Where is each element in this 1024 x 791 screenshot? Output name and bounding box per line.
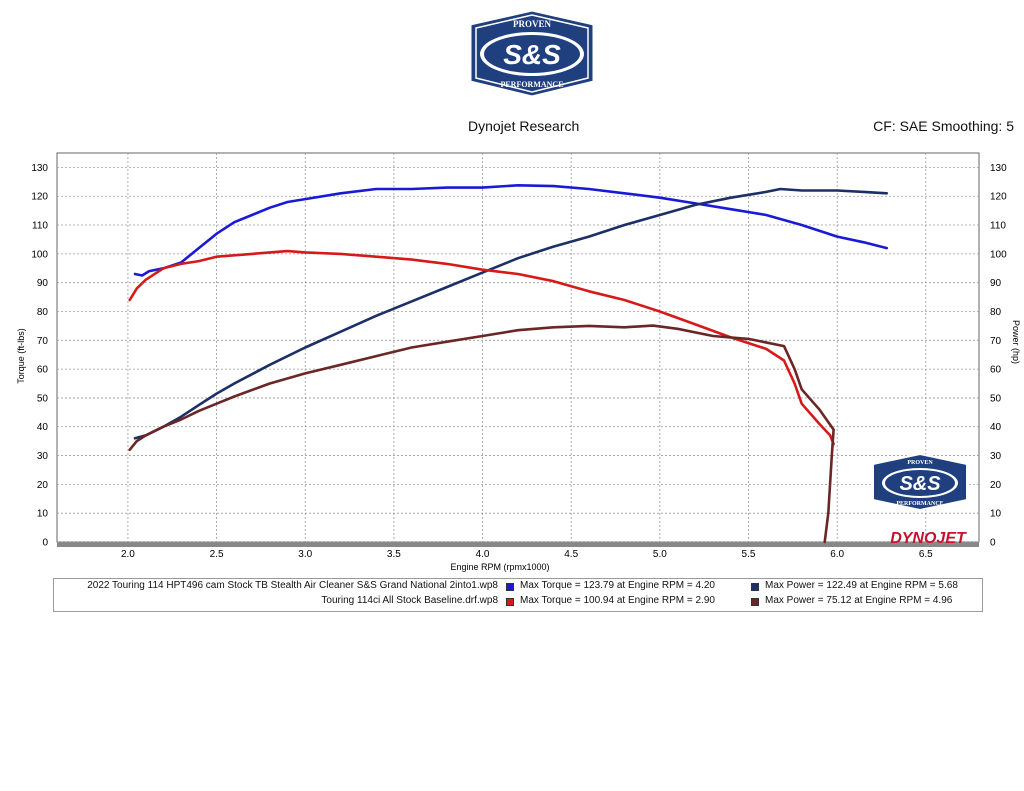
y-tick-label: 40 bbox=[37, 422, 49, 433]
logo-top-text: PROVEN bbox=[513, 19, 552, 29]
legend-run-name: Touring 114ci All Stock Baseline.drf.wp8 bbox=[321, 595, 498, 606]
legend-power-text: Max Power = 122.49 at Engine RPM = 5.68 bbox=[765, 580, 958, 591]
legend: 2022 Touring 114 HPT496 cam Stock TB Ste… bbox=[53, 578, 983, 612]
y-tick-label: 20 bbox=[37, 480, 49, 491]
y-tick-label: 100 bbox=[31, 249, 48, 260]
y-right-tick-label: 120 bbox=[990, 192, 1007, 203]
y-tick-label: 120 bbox=[31, 192, 48, 203]
legend-row-2: Touring 114ci All Stock Baseline.drf.wp8… bbox=[54, 594, 982, 610]
ss-watermark-logo: PROVEN S&S PERFORMANCE bbox=[872, 452, 968, 512]
legend-row-1: 2022 Touring 114 HPT496 cam Stock TB Ste… bbox=[54, 579, 982, 595]
y-right-tick-label: 110 bbox=[990, 221, 1006, 232]
watermark-bottom-text: PERFORMANCE bbox=[896, 501, 943, 507]
y-tick-label: 130 bbox=[31, 163, 48, 174]
stock-power-line bbox=[128, 324, 835, 544]
legend-torque-text: Max Torque = 123.79 at Engine RPM = 4.20 bbox=[520, 580, 715, 591]
y-axis-right-ticks: 0 10 20 30 40 50 60 70 80 90 100 110 120 130 bbox=[990, 163, 1007, 549]
y-right-tick-label: 70 bbox=[990, 336, 1002, 347]
torque-color-swatch bbox=[506, 583, 514, 591]
power-color-swatch bbox=[751, 598, 759, 606]
y-right-tick-label: 100 bbox=[990, 249, 1007, 260]
x-tick-label: 2.0 bbox=[121, 549, 135, 560]
x-tick-label: 6.5 bbox=[919, 549, 933, 560]
y-axis-left-label: Torque (ft-lbs) bbox=[16, 328, 26, 384]
y-tick-label: 60 bbox=[37, 365, 49, 376]
torque-color-swatch bbox=[506, 598, 514, 606]
chart-grid bbox=[57, 153, 979, 543]
new-torque-line bbox=[133, 184, 889, 277]
y-right-tick-label: 90 bbox=[990, 278, 1002, 289]
y-tick-label: 90 bbox=[37, 278, 49, 289]
x-tick-label: 4.0 bbox=[476, 549, 490, 560]
header-company: Dynojet Research bbox=[468, 118, 580, 134]
y-axis-left-ticks: 0 10 20 30 40 50 60 70 80 90 100 110 120 130 bbox=[31, 163, 48, 549]
ss-performance-logo: PROVEN S&S PERFORMANCE bbox=[468, 8, 596, 99]
x-axis-ticks: 2.0 2.5 3.0 3.5 4.0 4.5 5.0 5.5 6.0 6.5 bbox=[121, 549, 933, 560]
logo-bottom-text: PERFORMANCE bbox=[500, 80, 563, 89]
y-right-tick-label: 0 bbox=[990, 538, 996, 549]
x-tick-label: 5.0 bbox=[653, 549, 667, 560]
power-color-swatch bbox=[751, 583, 759, 591]
x-tick-label: 2.5 bbox=[210, 549, 224, 560]
y-tick-label: 80 bbox=[37, 307, 49, 318]
y-tick-label: 50 bbox=[37, 393, 49, 404]
y-tick-label: 110 bbox=[32, 221, 48, 232]
x-axis-bar bbox=[57, 542, 979, 547]
logo-main-text: S&S bbox=[503, 39, 561, 70]
x-tick-label: 6.0 bbox=[830, 549, 844, 560]
x-tick-label: 4.5 bbox=[564, 549, 578, 560]
y-tick-label: 70 bbox=[37, 336, 49, 347]
x-tick-label: 3.0 bbox=[298, 549, 312, 560]
x-tick-label: 5.5 bbox=[742, 549, 756, 560]
header-settings: CF: SAE Smoothing: 5 bbox=[873, 118, 1014, 134]
x-axis-label: Engine RPM (rpmx1000) bbox=[450, 562, 549, 572]
y-right-tick-label: 80 bbox=[990, 307, 1002, 318]
x-tick-label: 3.5 bbox=[387, 549, 401, 560]
series-lines bbox=[128, 184, 889, 544]
y-right-tick-label: 130 bbox=[990, 163, 1007, 174]
legend-run-name: 2022 Touring 114 HPT496 cam Stock TB Ste… bbox=[87, 580, 498, 591]
plot-area bbox=[56, 152, 980, 543]
legend-torque-text: Max Torque = 100.94 at Engine RPM = 2.90 bbox=[520, 595, 715, 606]
y-right-tick-label: 50 bbox=[990, 393, 1002, 404]
y-axis-right-label: Power (hp) bbox=[1011, 320, 1021, 364]
y-right-tick-label: 60 bbox=[990, 365, 1002, 376]
y-right-tick-label: 20 bbox=[990, 480, 1002, 491]
y-right-tick-label: 10 bbox=[990, 509, 1002, 520]
y-tick-label: 0 bbox=[42, 538, 48, 549]
y-tick-label: 10 bbox=[37, 509, 49, 520]
legend-power-text: Max Power = 75.12 at Engine RPM = 4.96 bbox=[765, 595, 953, 606]
y-right-tick-label: 30 bbox=[990, 451, 1002, 462]
stock-torque-line bbox=[128, 249, 835, 446]
new-power-line bbox=[133, 187, 889, 440]
y-right-tick-label: 40 bbox=[990, 422, 1002, 433]
dynojet-brand: DYNOJET bbox=[890, 530, 967, 547]
watermark-top-text: PROVEN bbox=[907, 460, 933, 466]
y-tick-label: 30 bbox=[37, 451, 49, 462]
watermark-main-text: S&S bbox=[899, 473, 941, 495]
